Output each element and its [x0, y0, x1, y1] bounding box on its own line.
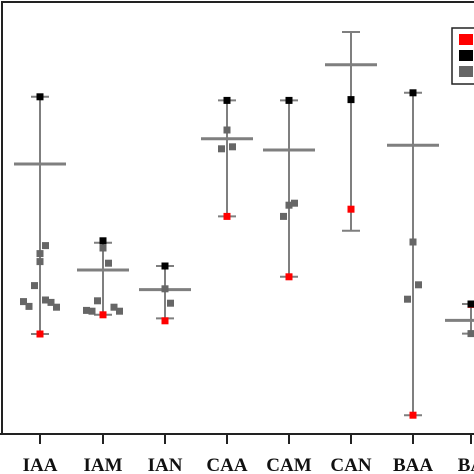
- data-point: [223, 96, 231, 104]
- data-point: [291, 199, 298, 207]
- data-point: [47, 298, 55, 306]
- legend-swatch: [459, 34, 473, 45]
- legend: [451, 27, 474, 85]
- data-point: [36, 250, 44, 258]
- data-point: [99, 311, 107, 319]
- x-tick-label: CAN: [330, 455, 371, 474]
- x-tick-label: IAM: [83, 455, 122, 474]
- data-point: [110, 303, 118, 311]
- data-point: [285, 96, 293, 104]
- x-tick-label: BAA: [393, 455, 433, 474]
- data-point: [285, 273, 293, 281]
- data-point: [36, 258, 44, 266]
- x-tick-label: BA: [458, 455, 474, 474]
- x-tick-label: CAM: [266, 455, 311, 474]
- data-point: [415, 281, 422, 289]
- data-point: [467, 330, 474, 338]
- data-point: [347, 205, 355, 213]
- data-point: [404, 295, 411, 303]
- data-point: [99, 237, 107, 245]
- x-tick-label: IAA: [23, 455, 58, 474]
- data-point: [20, 298, 27, 306]
- data-point: [105, 259, 112, 267]
- data-point: [83, 306, 90, 314]
- legend-swatch: [459, 50, 473, 61]
- data-point: [36, 330, 44, 338]
- data-point: [31, 282, 38, 290]
- data-point: [409, 238, 417, 246]
- data-point: [161, 262, 169, 270]
- data-points: [20, 89, 474, 419]
- data-point: [223, 126, 231, 134]
- plot-frame: [1, 1, 474, 435]
- data-point: [167, 299, 174, 307]
- data-point: [409, 411, 417, 419]
- x-tick-label: CAA: [206, 455, 247, 474]
- data-point: [467, 300, 474, 308]
- data-point: [218, 145, 225, 153]
- data-point: [409, 89, 417, 97]
- data-point: [285, 201, 293, 209]
- data-point: [25, 302, 33, 310]
- legend-swatch: [459, 66, 473, 77]
- data-point: [347, 96, 355, 104]
- data-point: [53, 303, 60, 311]
- data-point: [88, 307, 96, 315]
- data-point: [161, 317, 169, 325]
- data-point: [94, 297, 101, 305]
- x-tick-label: IAN: [148, 455, 183, 474]
- interval-bars: [14, 31, 474, 417]
- data-point: [99, 244, 107, 252]
- data-point: [42, 296, 49, 304]
- data-point: [229, 143, 236, 151]
- data-point: [223, 212, 231, 220]
- data-point: [116, 307, 123, 315]
- data-point: [42, 242, 49, 250]
- data-point: [36, 93, 44, 101]
- data-point: [280, 212, 287, 220]
- x-axis: IAA IAM IAN CAA CAM CAN BAA BA: [0, 433, 474, 474]
- data-point: [161, 285, 169, 293]
